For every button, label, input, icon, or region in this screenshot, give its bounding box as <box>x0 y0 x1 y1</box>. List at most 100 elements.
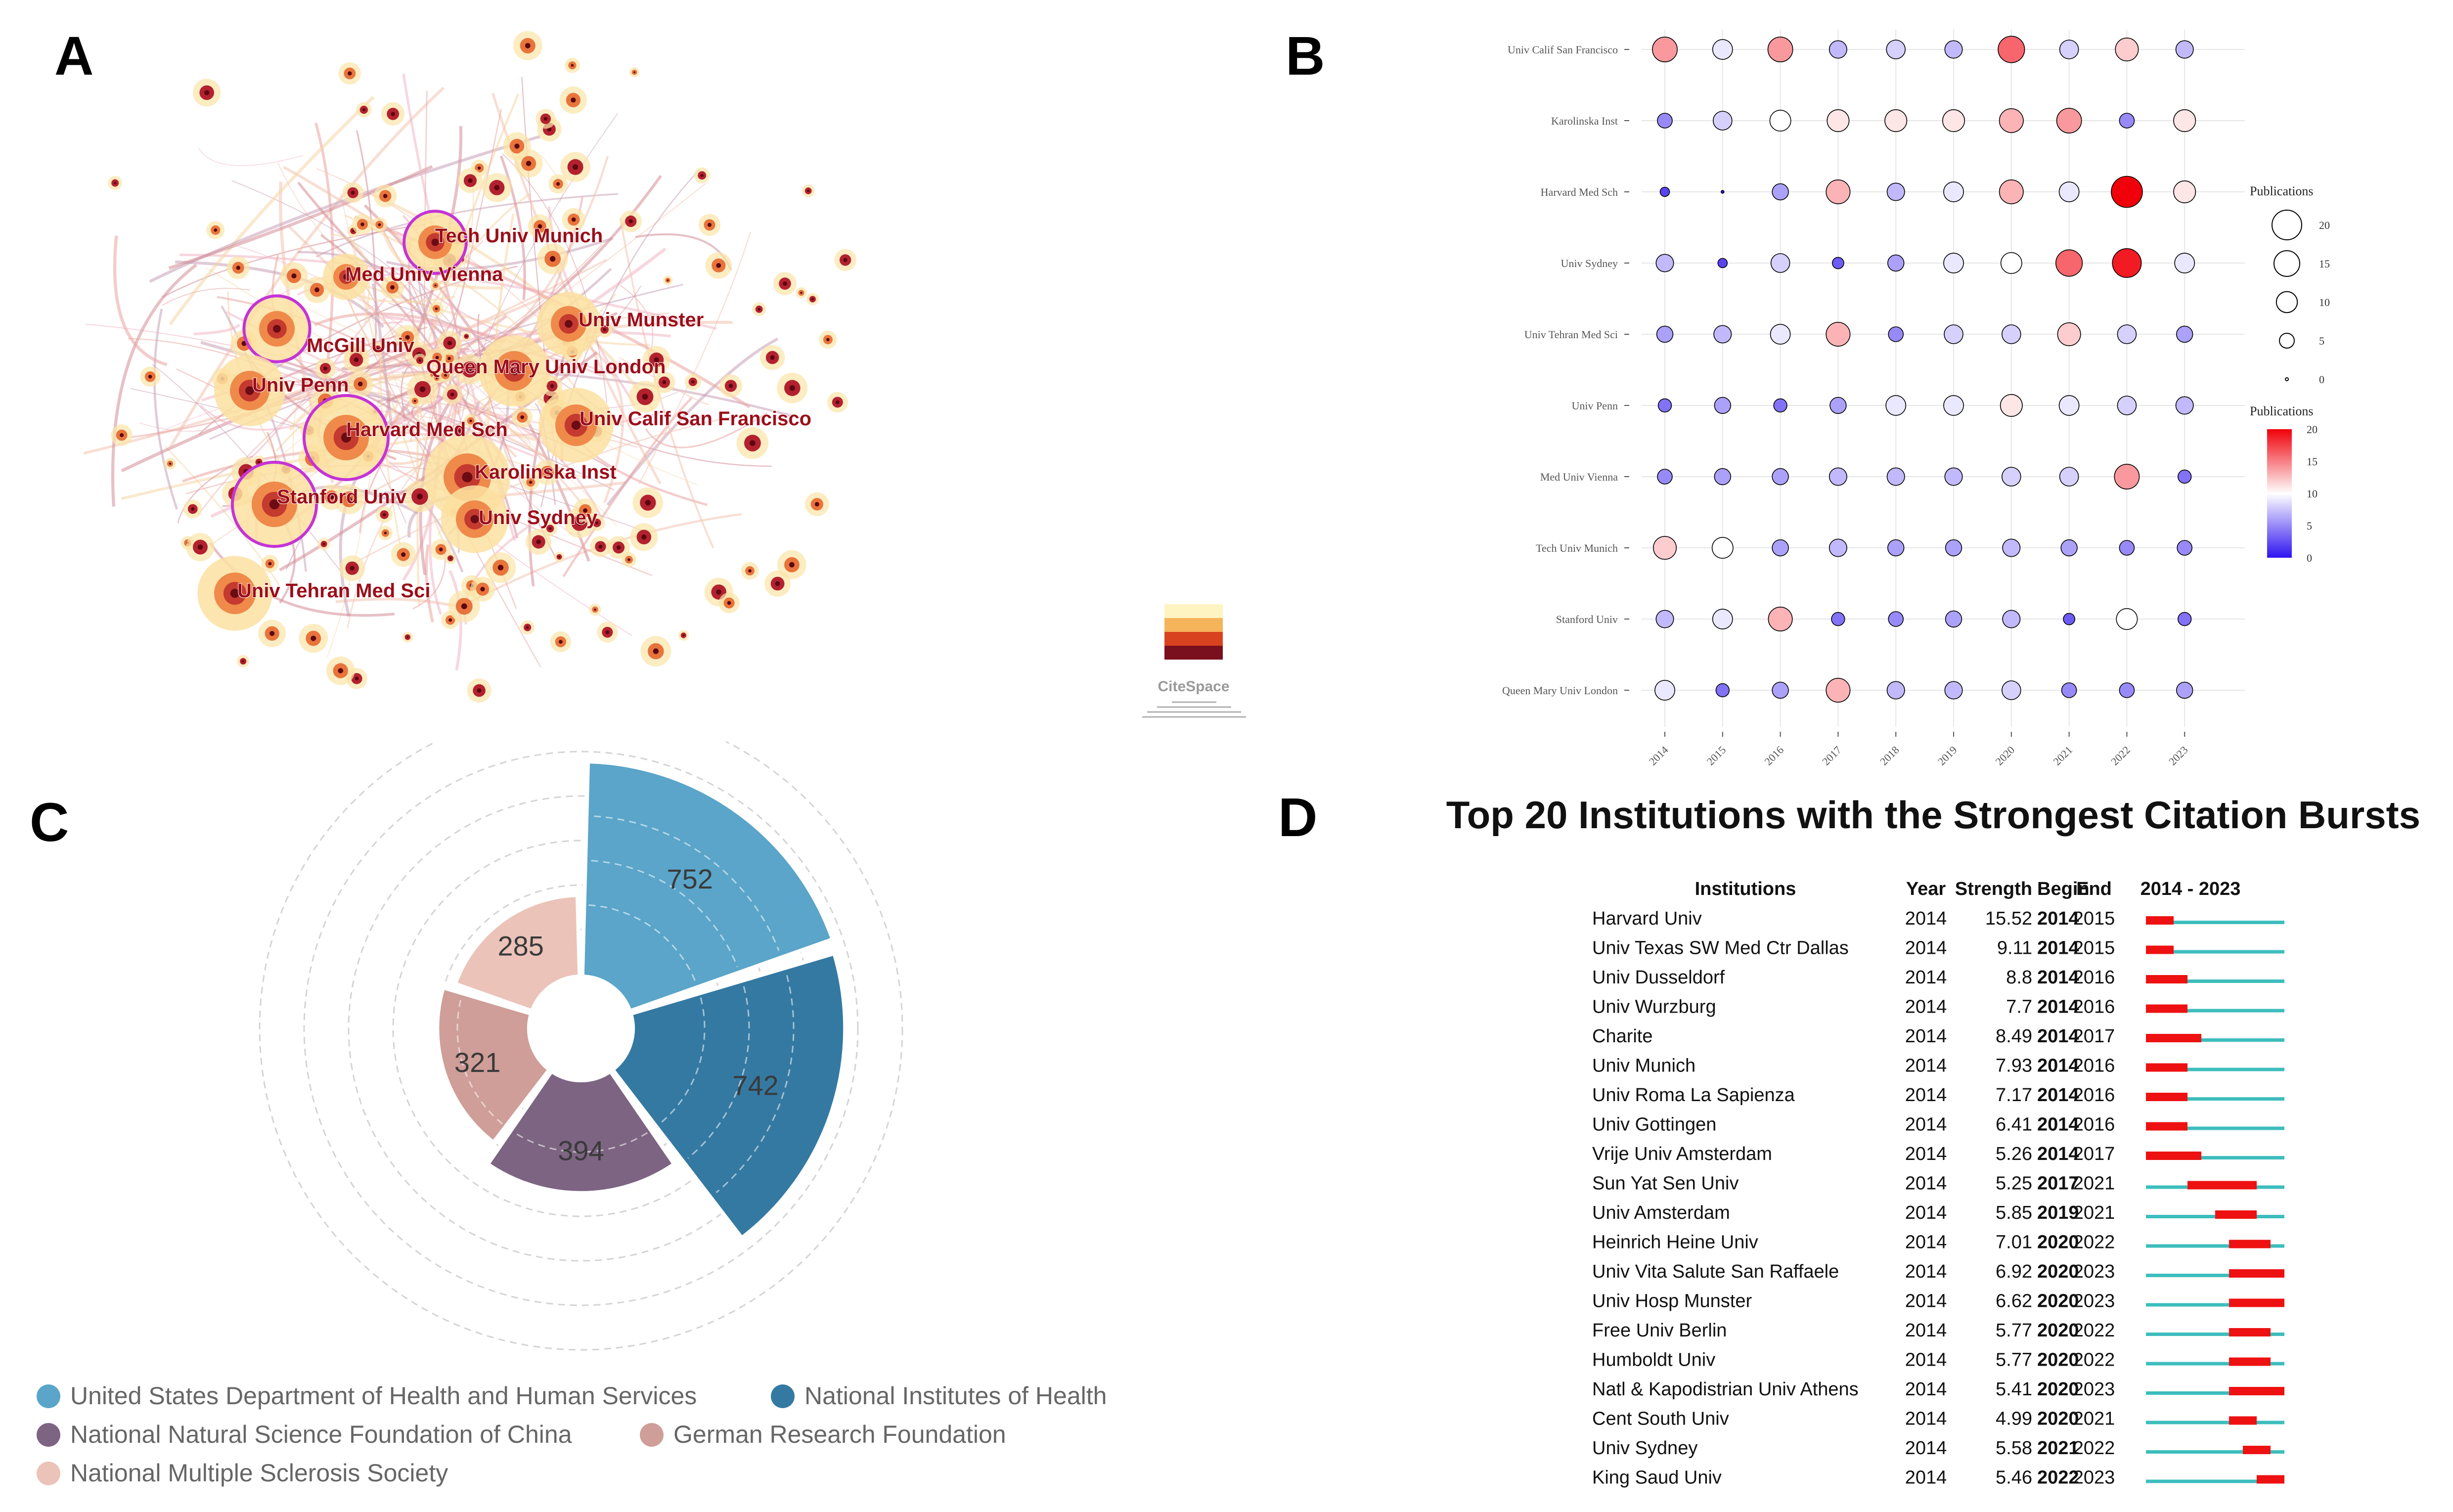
size-legend-label: 0 <box>2319 373 2324 386</box>
network-node-core <box>645 500 651 506</box>
network-edge <box>314 312 505 344</box>
burst-institution-name: Univ Gottingen <box>1592 1114 1716 1135</box>
bubble-x-tick-label: 2023 <box>2166 744 2190 768</box>
network-node-core <box>377 347 379 350</box>
size-legend-circle <box>2275 291 2298 313</box>
network-node-core <box>391 112 395 116</box>
bubble-y-tick-label: Tech Univ Munich <box>1536 542 1618 554</box>
bubble-mark <box>1713 325 1732 344</box>
network-node-core <box>814 502 819 507</box>
burst-baseline-bar <box>2146 921 2284 924</box>
rose-legend-label: National Natural Science Foundation of C… <box>70 1421 572 1448</box>
bubble-mark <box>1998 36 2025 63</box>
bubble-mark <box>1656 325 1674 343</box>
size-legend-label: 20 <box>2319 219 2330 231</box>
bubble-x-tick-label: 2018 <box>1877 744 1902 768</box>
rose-sector <box>610 951 847 1240</box>
network-node-core <box>236 266 240 270</box>
bubble-mark <box>2057 322 2081 346</box>
network-minor-nodes <box>108 31 856 703</box>
network-edge <box>386 237 614 270</box>
bubble-x-axis-labels: 2014 2015 2016 2017 2018 2019 2020 2021 2022 2023 <box>1647 732 2190 768</box>
network-node-core <box>716 263 721 268</box>
bubble-mark <box>2117 324 2137 344</box>
network-node-core <box>682 634 685 636</box>
network-node-core <box>691 380 695 384</box>
bubble-mark <box>2175 396 2194 415</box>
burst-begin: 2020 <box>2037 1291 2079 1312</box>
bubble-mark <box>1829 397 1847 414</box>
burst-begin: 2014 <box>2037 967 2079 988</box>
network-node-label: Univ Calif San Francisco <box>580 408 811 430</box>
rose-sectors <box>435 759 847 1240</box>
bubble-mark <box>2177 469 2192 484</box>
network-edge <box>638 231 751 485</box>
burst-begin: 2020 <box>2037 1350 2079 1371</box>
network-node-core <box>350 566 355 571</box>
network-node-label: Karolinska Inst <box>475 461 617 483</box>
network-edge <box>168 165 433 270</box>
burst-baseline-bar <box>2146 1303 2284 1307</box>
bubble-mark <box>2177 540 2192 556</box>
burst-active-bar <box>2243 1446 2271 1454</box>
network-node-label: Univ Tehran Med Sci <box>237 580 430 602</box>
bubble-mark <box>1655 254 1674 272</box>
network-node-core <box>405 335 410 340</box>
network-edge <box>382 231 502 290</box>
burst-year: 2014 <box>1905 1144 1947 1164</box>
color-legend-tick-label: 15 <box>2307 455 2318 468</box>
burst-year: 2014 <box>1905 1173 1947 1194</box>
network-node-core <box>477 688 482 693</box>
burst-end: 2023 <box>2073 1379 2115 1400</box>
burst-title-group: Top 20 Institutions with the Strongest C… <box>1446 793 2420 837</box>
burst-year: 2014 <box>1905 938 1947 959</box>
network-node-core <box>789 562 795 568</box>
network-node-core <box>653 648 659 654</box>
burst-column-header: Strength <box>1955 879 2032 899</box>
bubble-mark <box>1829 467 1847 486</box>
rose-value-label: 321 <box>454 1047 500 1078</box>
color-legend-bar <box>2267 429 2292 558</box>
bubble-y-tick-label: Queen Mary Univ London <box>1502 684 1618 697</box>
color-legend-tick-label: 10 <box>2307 488 2318 500</box>
burst-end: 2021 <box>2073 1202 2115 1223</box>
size-legend-label: 15 <box>2319 258 2330 270</box>
network-node-core <box>191 507 195 511</box>
bubble-mark <box>2111 176 2143 208</box>
bubble-mark <box>1884 109 1908 133</box>
rose-sector-grid <box>715 975 795 1193</box>
network-node-core <box>383 194 388 198</box>
network-node-core <box>598 544 603 549</box>
bubble-mark <box>1768 607 1793 632</box>
network-centrality-ring <box>230 460 318 548</box>
bubble-mark <box>1944 324 1963 344</box>
bubble-mark <box>2000 252 2022 274</box>
burst-end: 2023 <box>2073 1291 2115 1312</box>
network-node-core <box>447 356 451 360</box>
bubble-mark <box>1711 537 1734 559</box>
network-node-core <box>269 631 275 636</box>
burst-end: 2016 <box>2073 1056 2115 1076</box>
bubble-mark <box>1888 611 1904 627</box>
bubble-mark <box>1657 469 1673 485</box>
burst-institution-name: Humboldt Univ <box>1592 1350 1715 1371</box>
rose-sector <box>580 759 835 1013</box>
network-node-core <box>311 635 316 641</box>
bubble-mark <box>1831 612 1845 626</box>
network-node-core <box>836 400 840 404</box>
size-legend-label: 10 <box>2319 296 2330 309</box>
network-edge <box>562 397 693 578</box>
network-node-core <box>748 569 752 573</box>
burst-end: 2023 <box>2073 1468 2115 1488</box>
rose-value-label: 742 <box>732 1070 778 1101</box>
rose-grid-ring <box>259 742 903 1351</box>
rose-legend-label: United States Department of Health and H… <box>70 1382 697 1410</box>
bubble-mark <box>1770 324 1791 345</box>
network-node-core <box>434 284 437 287</box>
burst-active-bar <box>2146 916 2174 925</box>
burst-chart-title: Top 20 Institutions with the Strongest C… <box>1446 793 2420 837</box>
burst-active-bar <box>2229 1416 2257 1425</box>
bubble-mark <box>1720 190 1725 194</box>
bubble-mark <box>1886 40 1906 59</box>
bubble-y-tick-label: Univ Calif San Francisco <box>1508 44 1618 56</box>
